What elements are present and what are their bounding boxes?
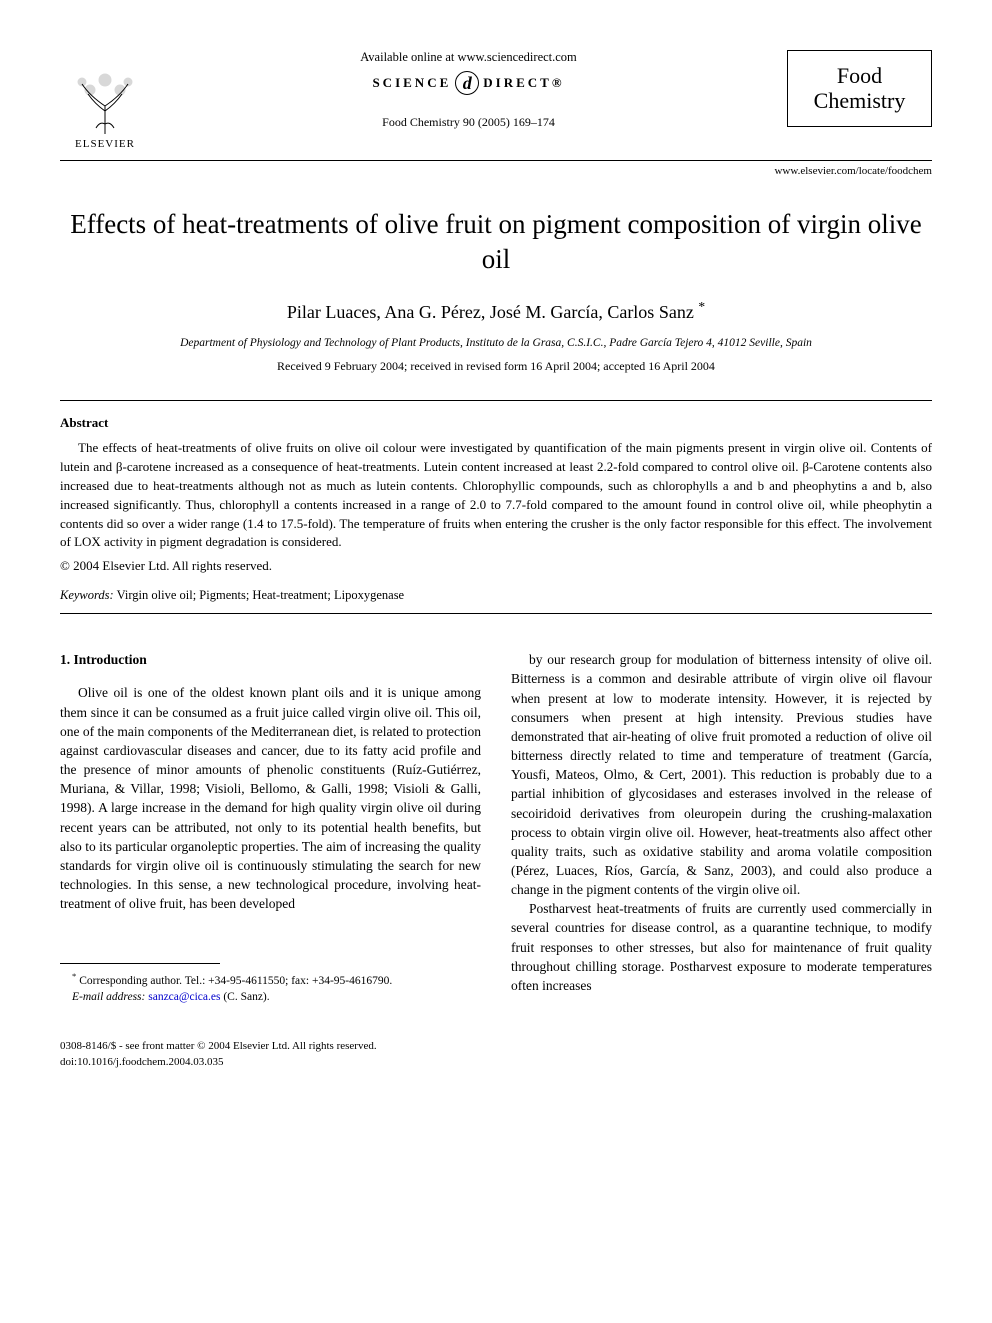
journal-name-line1: Food	[804, 63, 915, 88]
elsevier-label: ELSEVIER	[75, 138, 135, 150]
section-number: 1.	[60, 652, 70, 667]
col2-para-2: Postharvest heat-treatments of fruits ar…	[511, 899, 932, 995]
sciencedirect-left: SCIENCE	[372, 75, 451, 91]
keywords: Keywords: Virgin olive oil; Pigments; He…	[60, 588, 932, 603]
authors-list: Pilar Luaces, Ana G. Pérez, José M. Garc…	[287, 302, 694, 322]
column-left: 1. Introduction Olive oil is one of the …	[60, 650, 481, 1005]
elsevier-logo: ELSEVIER	[60, 50, 150, 150]
email-author: (C. Sanz).	[223, 991, 269, 1003]
footer-line1: 0308-8146/$ - see front matter © 2004 El…	[60, 1039, 932, 1054]
section-title: Introduction	[74, 652, 147, 667]
affiliation: Department of Physiology and Technology …	[60, 337, 932, 349]
sciencedirect-right: DIRECT®	[483, 75, 564, 91]
corresponding-marker: *	[698, 299, 705, 314]
journal-box: Food Chemistry	[787, 50, 932, 127]
footer: 0308-8146/$ - see front matter © 2004 El…	[60, 1039, 932, 1070]
footnote-email: E-mail address: sanzca@cica.es (C. Sanz)…	[60, 989, 481, 1005]
abstract-bottom-rule	[60, 613, 932, 614]
journal-box-wrapper: Food Chemistry	[787, 50, 932, 127]
abstract-heading: Abstract	[60, 415, 932, 431]
article-dates: Received 9 February 2004; received in re…	[60, 359, 932, 374]
footnote: * Corresponding author. Tel.: +34-95-461…	[60, 970, 481, 989]
column-right: by our research group for modulation of …	[511, 650, 932, 1005]
sciencedirect-at-icon: d	[455, 71, 479, 95]
keywords-label: Keywords:	[60, 588, 114, 602]
footnote-line1: Corresponding author. Tel.: +34-95-46115…	[79, 975, 392, 987]
email-label: E-mail address:	[72, 991, 145, 1003]
authors: Pilar Luaces, Ana G. Pérez, José M. Garc…	[60, 299, 932, 323]
abstract-text: The effects of heat-treatments of olive …	[60, 439, 932, 552]
footer-line2: doi:10.1016/j.foodchem.2004.03.035	[60, 1055, 932, 1070]
col2-para-1: by our research group for modulation of …	[511, 650, 932, 899]
email-link[interactable]: sanzca@cica.es	[148, 991, 220, 1003]
available-online-text: Available online at www.sciencedirect.co…	[170, 50, 767, 65]
elsevier-tree-icon	[70, 66, 140, 136]
abstract-copyright: © 2004 Elsevier Ltd. All rights reserved…	[60, 558, 932, 574]
journal-reference: Food Chemistry 90 (2005) 169–174	[170, 115, 767, 130]
footnote-separator	[60, 963, 220, 964]
body-columns: 1. Introduction Olive oil is one of the …	[60, 650, 932, 1005]
footnote-marker: *	[72, 971, 76, 981]
journal-name-line2: Chemistry	[804, 88, 915, 113]
header-row: ELSEVIER Available online at www.science…	[60, 50, 932, 150]
abstract-top-rule	[60, 400, 932, 401]
journal-url: www.elsevier.com/locate/foodchem	[60, 165, 932, 177]
article-title: Effects of heat-treatments of olive frui…	[60, 207, 932, 277]
header-rule	[60, 160, 932, 161]
abstract-body: The effects of heat-treatments of olive …	[60, 439, 932, 552]
header-center: Available online at www.sciencedirect.co…	[150, 50, 787, 130]
intro-para-1: Olive oil is one of the oldest known pla…	[60, 683, 481, 913]
section-heading-intro: 1. Introduction	[60, 650, 481, 669]
sciencedirect-logo: SCIENCE d DIRECT®	[372, 71, 564, 95]
keywords-text: Virgin olive oil; Pigments; Heat-treatme…	[117, 588, 405, 602]
